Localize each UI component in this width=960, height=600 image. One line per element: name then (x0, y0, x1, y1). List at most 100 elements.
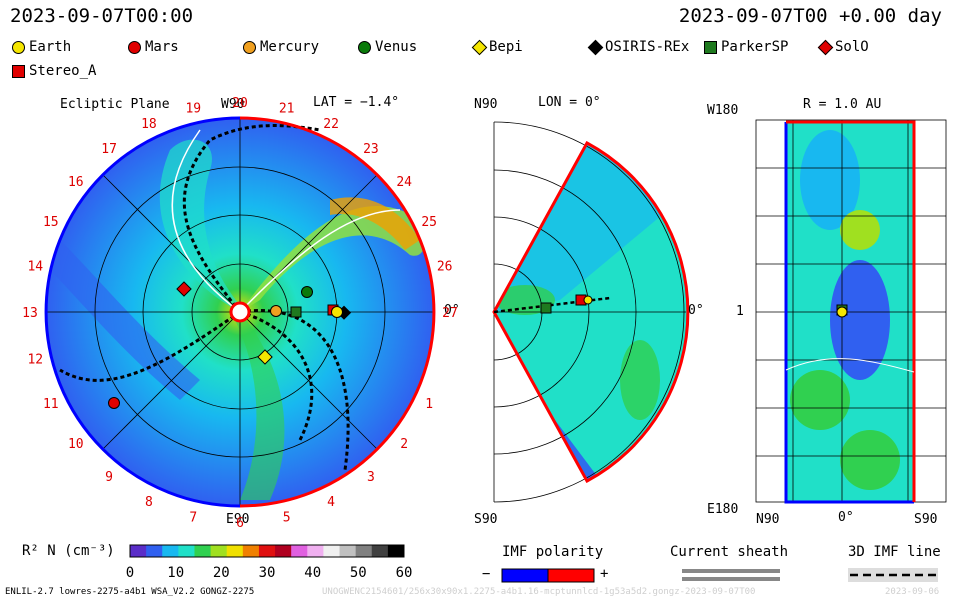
footer-model-info: ENLIL-2.7 lowres-2275-a4b1 WSA_V2.2 GONG… (5, 587, 255, 597)
colorbar-segment (130, 545, 147, 557)
colorbar-segment (307, 545, 324, 557)
mars-marker-icon (128, 40, 141, 54)
carrington-label: 11 (43, 397, 59, 412)
footer-run-info: UNOGWENC2154601/256x30x90x1.2275-a4b1.16… (322, 587, 756, 597)
radial-earth-marker (836, 306, 848, 318)
colorbar-ticks: 0 10 20 30 40 50 60 (126, 565, 413, 581)
carrington-label: 4 (327, 495, 335, 510)
meridional-imf-line (493, 296, 611, 314)
radial-x-label-0: 0° (838, 510, 854, 525)
legend-earth: Earth (12, 39, 71, 55)
carrington-label: 20 (232, 96, 248, 111)
imf-plus-label: + (600, 566, 609, 582)
carrington-label: 26 (437, 259, 453, 274)
carrington-label: 21 (279, 101, 295, 116)
colorbar-segment (210, 545, 228, 557)
carrington-label: 25 (421, 215, 437, 230)
current-sheath-title: Current sheath (670, 544, 789, 560)
current-sheath-line-2 (682, 577, 780, 581)
colorbar-segment (162, 545, 179, 557)
legend-parkersp: ParkerSP (704, 39, 788, 55)
carrington-label: 22 (323, 117, 339, 132)
carrington-label: 2 (400, 437, 408, 452)
colorbar-tick-label: 60 (396, 565, 413, 581)
radial-current-sheath (785, 358, 915, 373)
legend-solo: SolO (817, 39, 869, 55)
current-sheath-line-1 (682, 569, 780, 573)
colorbar-border (129, 544, 405, 558)
ecliptic-earth-marker (331, 306, 343, 318)
colorbar-segment (178, 545, 195, 557)
meridional-earth-marker (583, 295, 593, 305)
ecliptic-parkersp-marker (290, 306, 302, 318)
meridional-plot (492, 121, 690, 503)
colorbar-segment (323, 545, 341, 557)
legend-mars: Mars (128, 39, 179, 55)
carrington-label: 9 (105, 470, 113, 485)
colorbar-segment (371, 545, 389, 557)
carrington-label: 7 (189, 511, 197, 526)
carrington-label: 24 (396, 175, 412, 190)
carrington-label: 13 (22, 306, 38, 321)
ecliptic-title: Ecliptic Plane (60, 97, 170, 112)
imf-minus-label: − (482, 566, 491, 582)
colorbar (129, 544, 405, 558)
meridional-parkersp-marker (540, 302, 552, 314)
colorbar-tick-label: 20 (213, 565, 230, 581)
carrington-label: 27 (442, 306, 458, 321)
ecliptic-current-sheath (171, 129, 401, 313)
mercury-marker-icon (243, 40, 256, 54)
meridional-bottom-label: S90 (474, 512, 498, 527)
ecliptic-mars-marker (108, 397, 120, 409)
colorbar-segment (258, 545, 276, 557)
colorbar-label: R² N (cm⁻³) (22, 543, 115, 559)
ecliptic-bepi-marker (257, 349, 273, 365)
carrington-label: 14 (27, 259, 43, 274)
carrington-label: 6 (236, 516, 244, 531)
ecliptic-right-label: 0° (444, 303, 460, 318)
carrington-label: 23 (363, 142, 379, 157)
radial-x-label-n90: N90 (756, 512, 780, 527)
carrington-labels: 20 21222324252627123456789101112131415161… (22, 96, 458, 531)
imf-polarity-title: IMF polarity (502, 544, 604, 560)
colorbar-segment (242, 545, 260, 557)
colorbar-segment (339, 545, 357, 557)
carrington-label: 19 (185, 101, 201, 116)
carrington-label: 16 (68, 175, 84, 190)
colorbar-tick-label: 40 (304, 565, 321, 581)
ecliptic-polarity-ring-minus (44, 116, 241, 508)
imf-line-title: 3D IMF line (848, 544, 941, 560)
meridional-top-label: N90 (474, 97, 498, 112)
stereo-a-marker-icon (12, 64, 25, 78)
venus-marker-icon (358, 40, 371, 54)
colorbar-segment (387, 545, 405, 557)
colorbar-segment (355, 545, 373, 557)
carrington-label: 5 (283, 511, 291, 526)
ecliptic-solo-marker (176, 281, 192, 297)
carrington-label: 12 (27, 353, 43, 368)
earth-marker-icon (12, 40, 25, 54)
carrington-label: 17 (101, 142, 117, 157)
ecliptic-lat-label: LAT = −1.4° (313, 95, 400, 110)
carrington-label: 15 (43, 215, 59, 230)
timestamp-left: 2023-09-07T00:00 (10, 5, 194, 27)
parkersp-marker-icon (704, 40, 717, 54)
colorbar-segment (291, 545, 308, 557)
legend-venus: Venus (358, 39, 417, 55)
ecliptic-bottom-label: E90 (226, 512, 250, 527)
colorbar-segment (194, 545, 212, 557)
carrington-label: 8 (145, 495, 153, 510)
colorbar-segment (226, 545, 244, 557)
ecliptic-imf-lines (59, 124, 350, 471)
radial-bottom-left-label: E180 (707, 502, 739, 517)
timestamp-right: 2023-09-07T00 +0.00 day (678, 5, 942, 27)
ecliptic-venus-marker (301, 286, 313, 298)
radial-polarity-minus (784, 122, 914, 504)
colorbar-segment (146, 545, 163, 557)
imf-minus-swatch (501, 568, 549, 583)
carrington-label: 3 (367, 470, 375, 485)
colorbar-tick-label: 0 (126, 565, 134, 581)
radial-plot (755, 119, 947, 504)
carrington-label: 10 (68, 437, 84, 452)
sun-marker-icon (229, 301, 251, 323)
